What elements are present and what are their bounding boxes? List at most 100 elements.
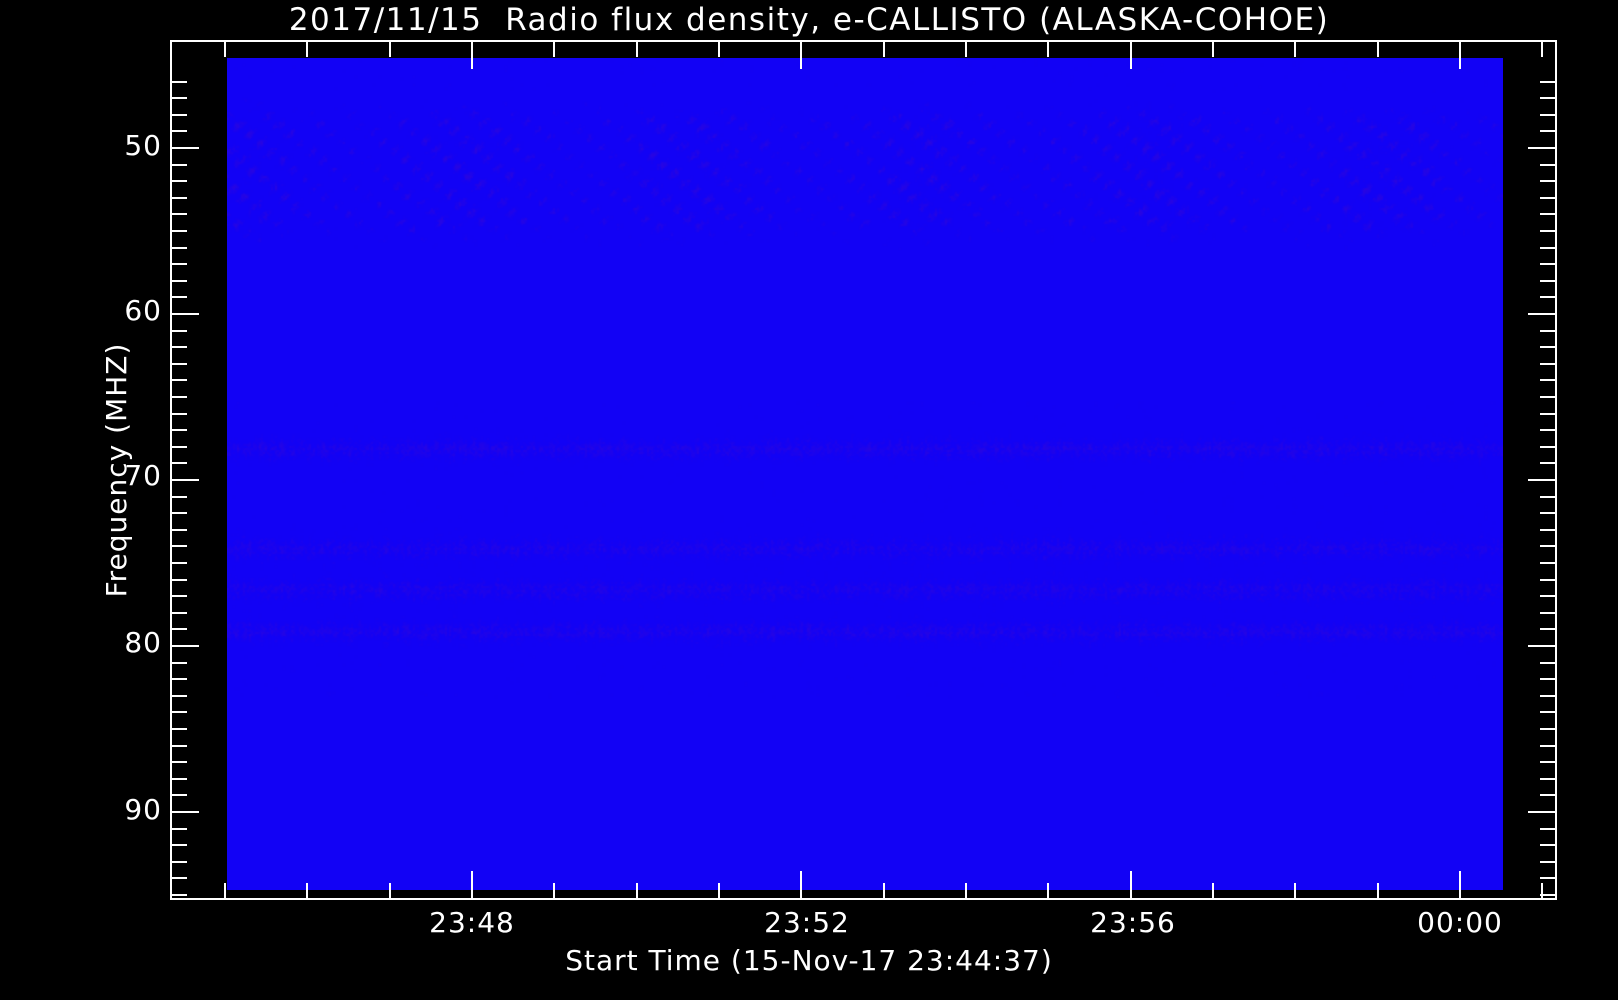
y-tick-minor-right-69 <box>1540 462 1555 464</box>
x-tick-minor-top-7 <box>1047 42 1049 57</box>
y-tick-minor-right-61 <box>1540 330 1555 332</box>
y-tick-minor-79 <box>172 628 187 630</box>
y-tick-minor-84 <box>172 711 187 713</box>
y-tick-minor-94 <box>172 877 187 879</box>
x-tick-minor--1 <box>389 883 391 898</box>
x-tick-minor-top-6 <box>965 42 967 57</box>
y-tick-minor-right-74 <box>1540 545 1555 547</box>
y-tick-label-80: 80 <box>124 626 162 659</box>
y-tick-label-50: 50 <box>124 129 162 162</box>
x-tick-label-23-48: 23:48 <box>429 906 515 939</box>
x-tick-minor-13 <box>1541 883 1543 898</box>
y-tick-minor-right-62 <box>1540 346 1555 348</box>
y-tick-label-90: 90 <box>124 793 162 826</box>
y-tick-minor-93 <box>172 861 187 863</box>
y-tick-minor-right-52 <box>1540 180 1555 182</box>
y-tick-minor-right-56 <box>1540 247 1555 249</box>
x-axis-caption: Start Time (15-Nov-17 23:44:37) <box>565 944 1053 977</box>
y-tick-major-right-70 <box>1528 479 1555 481</box>
y-tick-minor-54 <box>172 213 187 215</box>
x-tick-major-8 <box>1130 871 1132 898</box>
y-tick-minor-right-86 <box>1540 745 1555 747</box>
x-tick-label-23-56: 23:56 <box>1090 906 1176 939</box>
y-tick-minor-87 <box>172 761 187 763</box>
y-tick-minor-59 <box>172 296 187 298</box>
y-tick-minor-right-51 <box>1540 164 1555 166</box>
y-tick-label-60: 60 <box>124 294 162 327</box>
x-tick-minor-top-3 <box>718 42 720 57</box>
y-tick-minor-right-92 <box>1540 844 1555 846</box>
x-tick-minor-top--3 <box>224 42 226 57</box>
x-tick-major-top-8 <box>1130 42 1132 69</box>
y-tick-minor-right-48 <box>1540 114 1555 116</box>
y-tick-minor-68 <box>172 446 187 448</box>
y-tick-minor-72 <box>172 512 187 514</box>
y-tick-major-50 <box>172 147 199 149</box>
y-tick-minor-69 <box>172 462 187 464</box>
y-tick-minor-right-89 <box>1540 794 1555 796</box>
spectrogram-canvas <box>227 58 1503 890</box>
y-tick-minor-right-53 <box>1540 197 1555 199</box>
y-tick-minor-right-66 <box>1540 413 1555 415</box>
y-tick-minor-57 <box>172 263 187 265</box>
y-tick-minor-61 <box>172 330 187 332</box>
x-tick-minor-7 <box>1047 883 1049 898</box>
y-tick-minor-right-75 <box>1540 562 1555 564</box>
y-tick-minor-53 <box>172 197 187 199</box>
y-tick-minor-66 <box>172 413 187 415</box>
y-tick-minor-78 <box>172 612 187 614</box>
y-tick-minor-89 <box>172 794 187 796</box>
x-tick-label-23-52: 23:52 <box>764 906 850 939</box>
x-tick-minor-6 <box>965 883 967 898</box>
y-tick-major-right-80 <box>1528 645 1555 647</box>
x-tick-minor-1 <box>553 883 555 898</box>
y-tick-minor-right-78 <box>1540 612 1555 614</box>
y-tick-minor-right-87 <box>1540 761 1555 763</box>
y-tick-minor-74 <box>172 545 187 547</box>
y-tick-minor-85 <box>172 728 187 730</box>
y-tick-major-60 <box>172 313 199 315</box>
y-tick-minor-52 <box>172 180 187 182</box>
y-tick-minor-71 <box>172 496 187 498</box>
y-tick-minor-64 <box>172 379 187 381</box>
y-tick-minor-83 <box>172 695 187 697</box>
x-tick-major-top-12 <box>1459 42 1461 69</box>
y-tick-minor-right-94 <box>1540 877 1555 879</box>
y-tick-minor-75 <box>172 562 187 564</box>
y-tick-minor-86 <box>172 745 187 747</box>
x-tick-minor-2 <box>636 883 638 898</box>
y-tick-minor-right-68 <box>1540 446 1555 448</box>
y-tick-major-right-90 <box>1528 811 1555 813</box>
y-tick-major-right-60 <box>1528 313 1555 315</box>
y-tick-minor-right-88 <box>1540 778 1555 780</box>
y-tick-minor-56 <box>172 247 187 249</box>
y-tick-major-70 <box>172 479 199 481</box>
y-tick-minor-48 <box>172 114 187 116</box>
y-tick-minor-58 <box>172 280 187 282</box>
y-tick-minor-65 <box>172 396 187 398</box>
y-tick-minor-92 <box>172 844 187 846</box>
x-tick-minor-5 <box>883 883 885 898</box>
y-tick-minor-right-64 <box>1540 379 1555 381</box>
y-tick-minor-right-47 <box>1540 97 1555 99</box>
y-tick-minor-right-85 <box>1540 728 1555 730</box>
y-tick-minor-right-71 <box>1540 496 1555 498</box>
y-tick-minor-62 <box>172 346 187 348</box>
y-tick-minor-95 <box>172 894 187 896</box>
x-tick-label-00-00: 00:00 <box>1417 906 1503 939</box>
y-tick-minor-right-57 <box>1540 263 1555 265</box>
x-tick-major-4 <box>800 871 802 898</box>
x-tick-minor-3 <box>718 883 720 898</box>
x-tick-major-12 <box>1459 871 1461 898</box>
y-tick-minor-55 <box>172 230 187 232</box>
y-tick-major-80 <box>172 645 199 647</box>
x-tick-minor-10 <box>1294 883 1296 898</box>
y-tick-label-70: 70 <box>124 459 162 492</box>
x-tick-minor-top-9 <box>1212 42 1214 57</box>
x-tick-minor-top-11 <box>1377 42 1379 57</box>
y-tick-minor-right-72 <box>1540 512 1555 514</box>
y-tick-minor-right-76 <box>1540 579 1555 581</box>
y-tick-minor-73 <box>172 529 187 531</box>
x-tick-minor--3 <box>224 883 226 898</box>
y-tick-minor-51 <box>172 164 187 166</box>
